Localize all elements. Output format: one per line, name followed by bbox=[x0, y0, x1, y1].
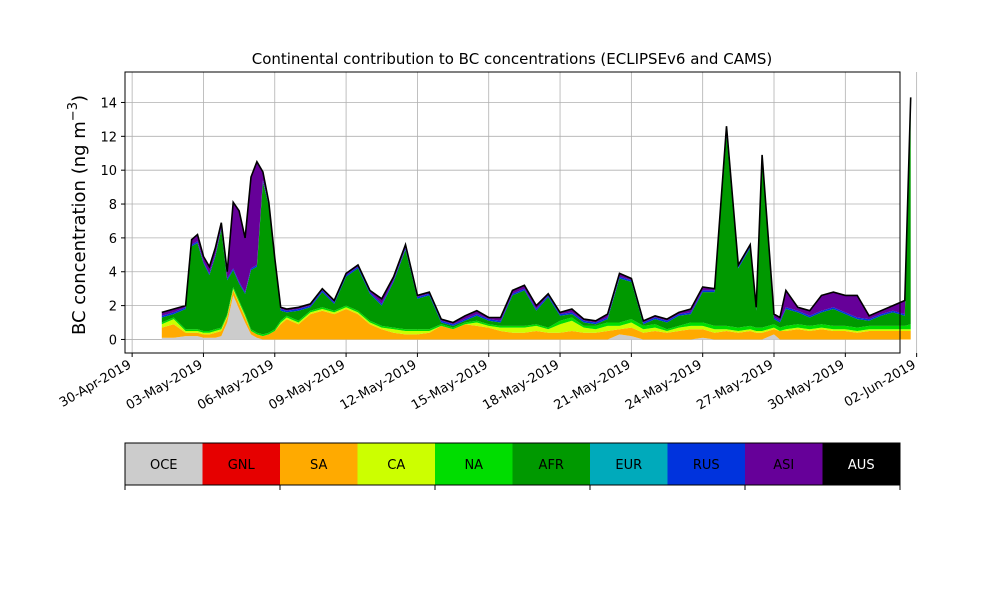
x-tick-label: 18-May-2019 bbox=[480, 357, 562, 413]
x-tick-label: 06-May-2019 bbox=[195, 357, 277, 413]
area-sa bbox=[161, 290, 911, 340]
x-tick-label: 24-May-2019 bbox=[623, 357, 705, 413]
legend-swatch-eur bbox=[590, 443, 668, 485]
y-tick-label: 12 bbox=[100, 130, 117, 145]
legend-swatch-gnl bbox=[202, 443, 280, 485]
x-tick-label: 30-Apr-2019 bbox=[57, 357, 134, 410]
y-tick-label: 14 bbox=[100, 96, 117, 111]
x-tick-label: 15-May-2019 bbox=[409, 357, 491, 413]
x-axis-ticks: 30-Apr-201903-May-201906-May-201909-May-… bbox=[57, 353, 919, 413]
area-oce bbox=[161, 295, 911, 340]
y-tick-label: 6 bbox=[109, 232, 117, 247]
x-tick-label: 09-May-2019 bbox=[266, 357, 348, 413]
legend-swatch-ca bbox=[357, 443, 435, 485]
x-tick-label: 27-May-2019 bbox=[694, 357, 776, 413]
stacked-areas bbox=[161, 97, 911, 340]
area-afr bbox=[161, 107, 911, 335]
y-tick-label: 8 bbox=[109, 198, 117, 213]
x-tick-label: 30-May-2019 bbox=[766, 357, 848, 413]
legend-swatch-rus bbox=[667, 443, 745, 485]
legend-swatch-aus bbox=[822, 443, 900, 485]
legend-label-sa: SA bbox=[310, 458, 327, 473]
legend-swatch-na bbox=[435, 443, 513, 485]
legend-swatch-asi bbox=[745, 443, 823, 485]
plot-frame bbox=[124, 71, 901, 354]
legend-label-oce: OCE bbox=[150, 458, 178, 473]
y-tick-label: 2 bbox=[109, 300, 117, 315]
legend-label-eur: EUR bbox=[615, 458, 642, 473]
legend-label-aus: AUS bbox=[848, 458, 875, 473]
area-asi bbox=[161, 97, 911, 325]
y-axis-ticks: 0 2 4 6 8 10 12 14 bbox=[100, 96, 125, 348]
legend-frame bbox=[124, 442, 901, 486]
x-tick-label: 21-May-2019 bbox=[552, 357, 634, 413]
x-tick-label: 12-May-2019 bbox=[338, 357, 420, 413]
y-axis-label-main: BC concentration (ng m bbox=[69, 121, 90, 335]
y-axis-label-close: ) bbox=[69, 95, 90, 102]
legend-label-na: NA bbox=[464, 458, 483, 473]
y-axis-label-sup: −3 bbox=[66, 102, 81, 121]
total-outline bbox=[161, 97, 912, 324]
legend-label-gnl: GNL bbox=[228, 458, 256, 473]
legend-label-ca: CA bbox=[387, 458, 405, 473]
y-tick-label: 10 bbox=[100, 164, 117, 179]
y-tick-label: 4 bbox=[109, 266, 117, 281]
x-tick-label: 03-May-2019 bbox=[124, 357, 206, 413]
y-axis-label: BC concentration (ng m−3) bbox=[66, 95, 90, 335]
legend-swatch-sa bbox=[280, 443, 358, 485]
color-legend: OCE GNL SA CA NA AFR EUR RUS ASI AUS bbox=[124, 442, 901, 490]
legend-label-asi: ASI bbox=[773, 458, 794, 473]
area-na bbox=[161, 287, 911, 337]
total-line bbox=[161, 97, 912, 324]
legend-label-rus: RUS bbox=[693, 458, 720, 473]
area-ca bbox=[161, 288, 911, 337]
legend-swatch-afr bbox=[512, 443, 590, 485]
x-tick-label: 02-Jun-2019 bbox=[842, 357, 919, 410]
legend-swatch-oce bbox=[125, 443, 203, 485]
legend-label-afr: AFR bbox=[539, 458, 564, 473]
y-tick-label: 0 bbox=[109, 333, 117, 348]
chart-title: Continental contribution to BC concentra… bbox=[252, 50, 773, 68]
